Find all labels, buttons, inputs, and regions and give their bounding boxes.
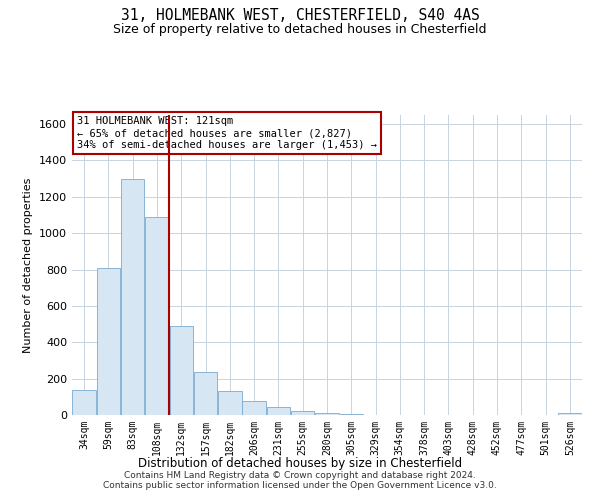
Y-axis label: Number of detached properties: Number of detached properties xyxy=(23,178,34,352)
Bar xyxy=(266,408,290,415)
Text: 31, HOLMEBANK WEST, CHESTERFIELD, S40 4AS: 31, HOLMEBANK WEST, CHESTERFIELD, S40 4A… xyxy=(121,8,479,22)
Text: Size of property relative to detached houses in Chesterfield: Size of property relative to detached ho… xyxy=(113,22,487,36)
Bar xyxy=(194,372,217,415)
Bar xyxy=(121,178,145,415)
Bar xyxy=(97,268,120,415)
Text: Contains HM Land Registry data © Crown copyright and database right 2024.
Contai: Contains HM Land Registry data © Crown c… xyxy=(103,470,497,490)
Bar xyxy=(242,402,266,415)
Text: 31 HOLMEBANK WEST: 121sqm
← 65% of detached houses are smaller (2,827)
34% of se: 31 HOLMEBANK WEST: 121sqm ← 65% of detac… xyxy=(77,116,377,150)
Bar xyxy=(315,412,339,415)
Text: Distribution of detached houses by size in Chesterfield: Distribution of detached houses by size … xyxy=(138,458,462,470)
Bar xyxy=(291,411,314,415)
Bar xyxy=(73,390,96,415)
Bar xyxy=(170,326,193,415)
Bar xyxy=(145,217,169,415)
Bar xyxy=(218,392,242,415)
Bar xyxy=(558,413,581,415)
Bar xyxy=(340,414,363,415)
